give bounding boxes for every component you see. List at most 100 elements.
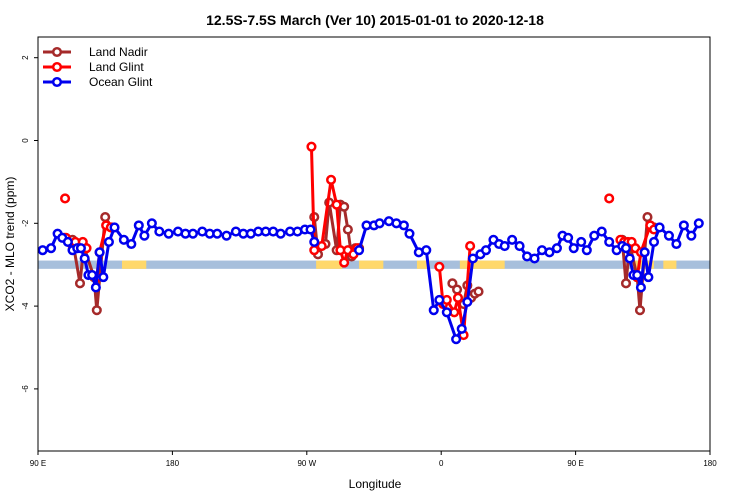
data-point xyxy=(75,243,86,254)
y-tick-label: -6 xyxy=(21,385,30,393)
plot-area xyxy=(37,141,710,345)
legend-marker xyxy=(51,76,63,88)
data-point xyxy=(529,253,540,264)
data-point xyxy=(37,245,48,256)
data-point xyxy=(133,220,144,231)
data-point xyxy=(639,247,650,258)
data-point xyxy=(46,243,57,254)
data-point xyxy=(316,241,327,252)
data-point xyxy=(90,282,101,293)
data-point xyxy=(576,236,587,247)
x-tick-label: 90 E xyxy=(567,459,583,468)
data-point xyxy=(94,247,105,258)
data-point xyxy=(654,222,665,233)
y-tick-label: 0 xyxy=(21,138,30,143)
data-point xyxy=(428,305,439,316)
data-point xyxy=(342,224,353,235)
data-point xyxy=(635,282,646,293)
data-point xyxy=(462,296,473,308)
y-tick-label: 2 xyxy=(21,55,30,60)
legend-item: Land Nadir xyxy=(43,45,148,59)
series-land-nadir xyxy=(67,197,660,316)
x-axis: 90 E 180 90 W 0 90 E 180 xyxy=(30,451,717,468)
data-point xyxy=(434,261,445,272)
data-point xyxy=(480,245,492,256)
data-point xyxy=(91,305,102,316)
y-axis-label: XCO2 - MLO trend (ppm) xyxy=(3,177,17,312)
data-point xyxy=(163,228,174,239)
land-mask-segment xyxy=(459,260,472,269)
land-mask-segment xyxy=(359,260,384,269)
data-point xyxy=(568,243,579,254)
land-mask-segment xyxy=(129,260,147,269)
data-point xyxy=(451,334,462,345)
legend-item: Land Glint xyxy=(43,60,144,74)
data-point xyxy=(87,270,98,281)
data-point xyxy=(563,232,574,243)
data-point xyxy=(648,236,660,247)
data-point xyxy=(604,236,615,247)
data-point xyxy=(434,294,445,305)
series-ocean-glint xyxy=(37,216,704,345)
data-point xyxy=(642,212,653,223)
x-tick-label: 90 E xyxy=(30,459,46,468)
data-point xyxy=(398,220,409,231)
data-point xyxy=(620,278,632,289)
data-point xyxy=(441,307,452,318)
data-point xyxy=(146,218,157,229)
data-point xyxy=(452,284,463,295)
data-point xyxy=(473,286,484,297)
data-point xyxy=(139,230,150,241)
legend-marker xyxy=(51,46,63,58)
data-point xyxy=(634,305,646,316)
land-mask-segment xyxy=(471,260,505,269)
data-point xyxy=(309,236,320,247)
data-point xyxy=(507,234,518,245)
x-tick-label: 180 xyxy=(166,459,180,468)
y-tick-label: -2 xyxy=(21,219,30,227)
legend-marker xyxy=(51,61,63,73)
data-point xyxy=(306,141,317,152)
data-point xyxy=(74,278,86,289)
y-tick-label: -4 xyxy=(21,302,30,310)
chart-title: 12.5S-7.5S March (Ver 10) 2015-01-01 to … xyxy=(206,12,544,28)
data-point xyxy=(514,241,525,252)
data-point xyxy=(126,238,137,250)
data-point xyxy=(275,228,286,239)
data-point xyxy=(465,241,476,252)
land-mask-segment xyxy=(663,260,677,269)
data-point xyxy=(693,218,704,229)
data-point xyxy=(118,234,129,245)
data-point xyxy=(624,253,635,264)
data-point xyxy=(212,228,223,239)
x-tick-label: 90 W xyxy=(297,459,316,468)
data-point xyxy=(581,245,592,256)
land-mask-segment xyxy=(416,260,430,269)
data-point xyxy=(154,226,165,237)
data-point xyxy=(686,230,697,241)
legend-label: Ocean Glint xyxy=(89,75,153,89)
data-point xyxy=(109,222,120,233)
data-point xyxy=(103,236,114,247)
land-mask-segment xyxy=(122,260,132,269)
data-point xyxy=(305,224,316,235)
data-point xyxy=(187,228,198,239)
plot-frame xyxy=(37,36,711,452)
land-mask-segment xyxy=(316,260,343,269)
y-axis: 2 0 -2 -4 -6 xyxy=(21,55,38,393)
data-point xyxy=(374,218,385,229)
data-point xyxy=(60,193,71,204)
data-point xyxy=(632,270,643,281)
data-point xyxy=(467,253,478,264)
data-point xyxy=(100,212,111,223)
x-tick-label: 0 xyxy=(439,459,444,468)
data-point xyxy=(499,241,510,252)
data-point xyxy=(456,323,467,334)
data-point xyxy=(596,226,607,237)
data-point xyxy=(663,230,674,241)
data-point xyxy=(643,272,654,283)
data-point xyxy=(339,257,350,268)
data-point xyxy=(452,292,464,303)
